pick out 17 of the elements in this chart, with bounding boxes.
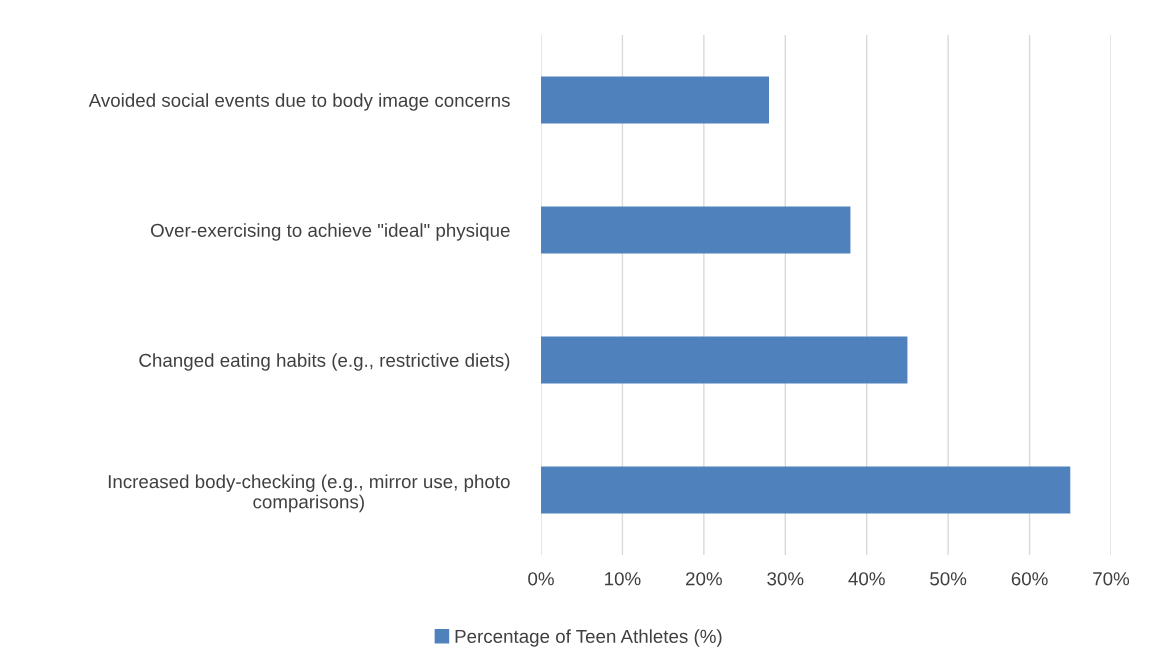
y-tick-label: Avoided social events due to body image concerns bbox=[88, 93, 510, 111]
y-tick-label: Increased body-checking (e.g., mirror use, photo comparisons) bbox=[108, 474, 510, 513]
legend-label: Percentage of Teen Athletes (%) bbox=[455, 629, 722, 647]
x-tick-label: 0% bbox=[528, 572, 554, 586]
y-tick-label: Over-exercising to achieve "ideal" physique bbox=[150, 223, 510, 241]
x-tick-label: 30% bbox=[767, 572, 804, 586]
x-tick-label: 50% bbox=[930, 572, 967, 586]
x-tick-label: 10% bbox=[605, 572, 641, 586]
bar bbox=[541, 336, 908, 384]
x-tick-label: 60% bbox=[1011, 572, 1048, 586]
x-tick-label: 40% bbox=[848, 572, 885, 586]
x-tick-label: 70% bbox=[1093, 572, 1130, 586]
y-tick-label: Changed eating habits (e.g., restrictive diets) bbox=[139, 353, 510, 371]
x-tick-label: 20% bbox=[686, 572, 722, 586]
bar bbox=[541, 466, 1071, 514]
bar bbox=[541, 76, 769, 124]
bar bbox=[541, 206, 851, 254]
